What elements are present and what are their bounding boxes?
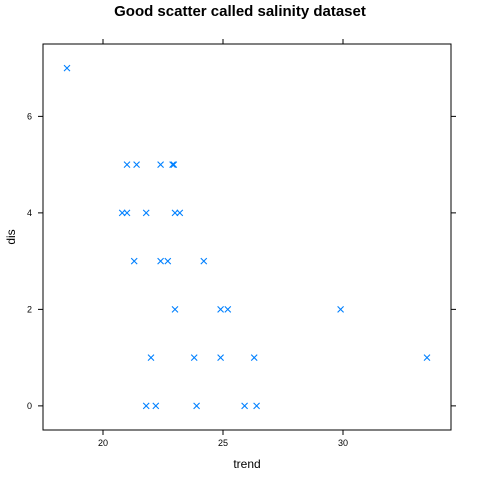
scatter-point [250, 354, 258, 362]
scatter-point [217, 305, 224, 313]
scatter-point [123, 161, 131, 169]
point-marker-stroke [241, 402, 248, 410]
scatter-point [241, 402, 248, 410]
scatter-point [133, 161, 140, 169]
point-marker-stroke [200, 257, 208, 265]
point-marker-stroke [170, 161, 178, 169]
x-axis-label: trend [233, 457, 261, 471]
point-marker-stroke [253, 402, 260, 410]
point-marker-stroke [142, 209, 150, 217]
x-tick-label: 20 [98, 438, 108, 448]
point-marker-stroke [171, 305, 179, 313]
scatter-point [171, 209, 179, 217]
scatter-point [169, 161, 176, 169]
point-marker-stroke [123, 209, 131, 217]
scatter-point [337, 305, 344, 313]
point-marker-stroke [123, 161, 131, 169]
scatter-point [147, 354, 155, 362]
y-tick-label: 2 [27, 304, 32, 314]
y-tick-label: 0 [27, 401, 32, 411]
scatter-point [152, 402, 160, 410]
point-marker-stroke [133, 161, 140, 169]
point-marker-stroke [157, 257, 164, 265]
point-marker-stroke [217, 354, 224, 362]
scatter-point [176, 209, 184, 217]
scatter-point [200, 257, 208, 265]
point-marker-stroke [130, 257, 138, 265]
point-marker-stroke [190, 354, 198, 362]
point-marker-stroke [176, 209, 184, 217]
y-tick-label: 6 [27, 111, 32, 121]
y-tick-label: 4 [27, 208, 32, 218]
point-marker-stroke [224, 305, 232, 313]
scatter-point [142, 209, 150, 217]
point-marker-stroke [152, 402, 160, 410]
point-marker-stroke [63, 64, 71, 72]
point-marker-stroke [118, 209, 126, 217]
scatter-point [170, 161, 178, 169]
y-axis-label: dis [4, 229, 18, 245]
scatter-point [171, 305, 179, 313]
point-marker-stroke [169, 161, 176, 169]
x-tick-label: 30 [338, 438, 348, 448]
point-marker-stroke [423, 354, 431, 362]
scatter-point [142, 402, 150, 410]
point-marker-stroke [217, 305, 224, 313]
scatter-point [253, 402, 260, 410]
point-marker-stroke [337, 305, 344, 313]
point-marker-stroke [157, 161, 164, 169]
scatter-point [193, 402, 200, 410]
scatter-point [118, 209, 126, 217]
x-tick-label: 25 [218, 438, 228, 448]
scatter-point [63, 64, 71, 72]
scatter-point [157, 257, 164, 265]
point-marker-stroke [250, 354, 258, 362]
plot-frame [42, 43, 452, 431]
point-marker-stroke [193, 402, 200, 410]
scatter-point [217, 354, 224, 362]
point-marker-stroke [147, 354, 155, 362]
chart-title: Good scatter called salinity dataset [114, 3, 366, 20]
scatter-point [423, 354, 431, 362]
point-marker-stroke [164, 257, 172, 265]
scatter-point [164, 257, 172, 265]
scatter-point [157, 161, 164, 169]
point-marker-stroke [142, 402, 150, 410]
scatter-point [190, 354, 198, 362]
scatter-point [130, 257, 138, 265]
point-marker-stroke [171, 209, 179, 217]
scatter-point [123, 209, 131, 217]
scatter-point [224, 305, 232, 313]
